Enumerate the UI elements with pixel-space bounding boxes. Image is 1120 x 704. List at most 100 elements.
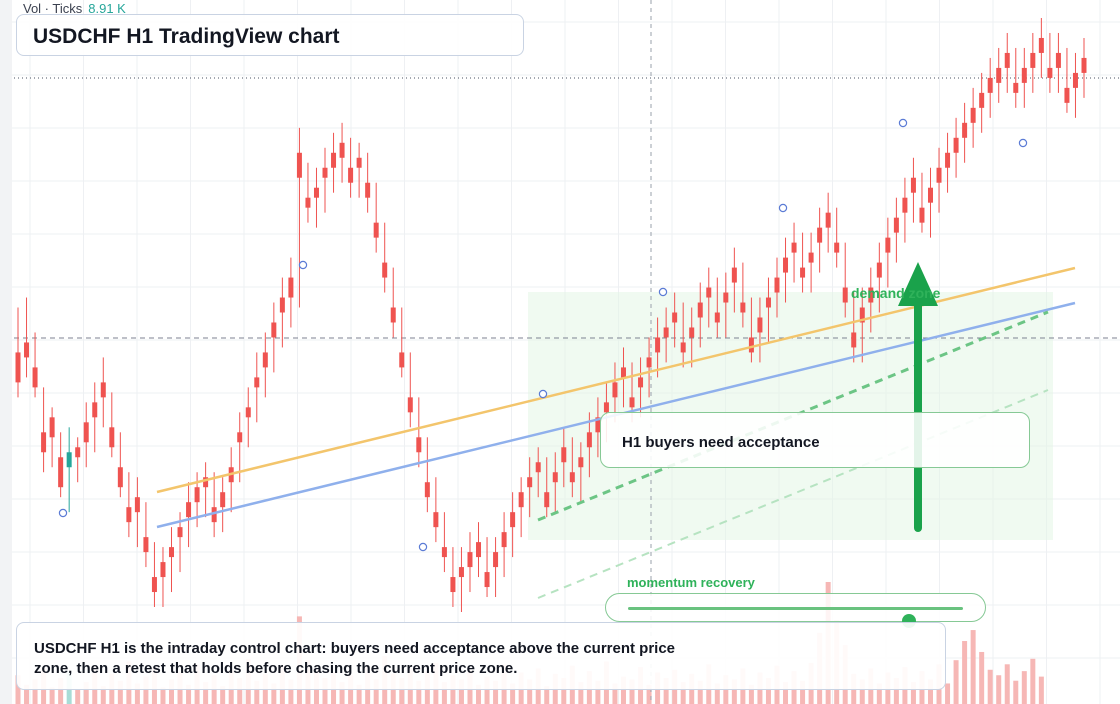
candle-body[interactable] (527, 477, 533, 488)
candle-body[interactable] (970, 107, 976, 123)
candle-body[interactable] (987, 77, 993, 93)
candle-body[interactable] (825, 212, 831, 228)
candle-body[interactable] (800, 267, 806, 278)
candle-body[interactable] (220, 492, 226, 508)
candle-body[interactable] (186, 502, 192, 518)
candle-body[interactable] (936, 167, 942, 183)
candle-body[interactable] (723, 292, 729, 303)
candle-body[interactable] (927, 187, 933, 203)
candle-body[interactable] (842, 287, 848, 303)
candle-body[interactable] (791, 242, 797, 253)
candle-body[interactable] (424, 482, 430, 498)
candle-body[interactable] (15, 352, 21, 383)
candle-body[interactable] (655, 337, 661, 353)
candle-body[interactable] (433, 512, 439, 528)
candle-body[interactable] (697, 302, 703, 318)
candle-body[interactable] (493, 552, 499, 568)
candle-body[interactable] (680, 342, 686, 353)
candle-body[interactable] (160, 562, 166, 578)
candle-body[interactable] (910, 177, 916, 193)
candle-body[interactable] (638, 377, 644, 388)
candle-body[interactable] (1038, 37, 1044, 53)
candle-body[interactable] (1047, 67, 1053, 78)
candle-body[interactable] (245, 407, 251, 418)
candle-body[interactable] (169, 547, 175, 558)
candle-body[interactable] (612, 382, 618, 398)
candle-body[interactable] (177, 527, 183, 538)
candle-body[interactable] (484, 572, 490, 588)
candle-body[interactable] (373, 222, 379, 238)
candle-body[interactable] (356, 157, 362, 168)
candle-body[interactable] (83, 422, 89, 443)
trendline-green-faint[interactable] (537, 389, 1049, 599)
candle-body[interactable] (254, 377, 260, 388)
candle-body[interactable] (919, 207, 925, 223)
candle-body[interactable] (365, 182, 371, 198)
candle-body[interactable] (996, 67, 1002, 83)
candle-body[interactable] (569, 472, 575, 483)
candle-body[interactable] (851, 332, 857, 348)
candle-body[interactable] (595, 417, 601, 433)
candle-body[interactable] (382, 262, 388, 278)
candle-body[interactable] (893, 217, 899, 233)
candle-body[interactable] (672, 312, 678, 323)
trendline-green-dashed[interactable] (537, 310, 1049, 522)
candle-body[interactable] (1072, 72, 1078, 88)
candle-body[interactable] (663, 327, 669, 338)
candle-body[interactable] (339, 142, 345, 158)
candle-body[interactable] (731, 267, 737, 283)
candle-body[interactable] (100, 382, 106, 398)
candle-body[interactable] (620, 367, 626, 378)
candle-body[interactable] (518, 492, 524, 508)
candle-body[interactable] (390, 307, 396, 323)
candle-body[interactable] (962, 122, 968, 138)
candle-body[interactable] (765, 297, 771, 308)
candle-body[interactable] (305, 197, 311, 208)
candle-body[interactable] (902, 197, 908, 213)
candle-body[interactable] (1013, 82, 1019, 93)
candle-body[interactable] (586, 432, 592, 448)
candle-body[interactable] (476, 542, 482, 558)
candle-body[interactable] (271, 322, 277, 338)
candle-body[interactable] (885, 237, 891, 253)
candle-body[interactable] (237, 432, 243, 443)
candle-body[interactable] (279, 297, 285, 313)
candle-body[interactable] (49, 417, 55, 438)
candle-body[interactable] (296, 152, 302, 178)
candle-body[interactable] (151, 577, 157, 593)
candle-body[interactable] (945, 152, 951, 168)
candle-body[interactable] (876, 262, 882, 278)
candle-body[interactable] (41, 432, 47, 453)
candle-body[interactable] (1030, 52, 1036, 68)
candle-body[interactable] (262, 352, 268, 368)
candle-body[interactable] (458, 567, 464, 578)
candle-body[interactable] (134, 497, 140, 513)
candle-body[interactable] (203, 477, 209, 488)
candle-body[interactable] (706, 287, 712, 298)
candles[interactable] (15, 18, 1087, 612)
candle-body[interactable] (399, 352, 405, 368)
candle-body[interactable] (834, 242, 840, 253)
candle-body[interactable] (117, 467, 123, 488)
candle-body[interactable] (441, 547, 447, 558)
candle-body[interactable] (467, 552, 473, 568)
candle-body[interactable] (24, 342, 30, 358)
candle-body[interactable] (322, 167, 328, 178)
candle-body[interactable] (629, 397, 635, 408)
candle-body[interactable] (1064, 87, 1070, 103)
candle-body[interactable] (561, 447, 567, 463)
candle-body[interactable] (578, 457, 584, 468)
candle-body[interactable] (92, 402, 98, 418)
candle-body[interactable] (757, 317, 763, 333)
candle-body[interactable] (501, 532, 507, 548)
candle-body[interactable] (331, 152, 337, 168)
candle-body[interactable] (646, 357, 652, 368)
candle-body[interactable] (740, 302, 746, 313)
candle-body[interactable] (143, 537, 149, 553)
candle-body[interactable] (603, 402, 609, 413)
candle-body[interactable] (953, 137, 959, 153)
candle-body[interactable] (510, 512, 516, 528)
candle-body[interactable] (126, 507, 132, 523)
candle-body[interactable] (979, 92, 985, 108)
